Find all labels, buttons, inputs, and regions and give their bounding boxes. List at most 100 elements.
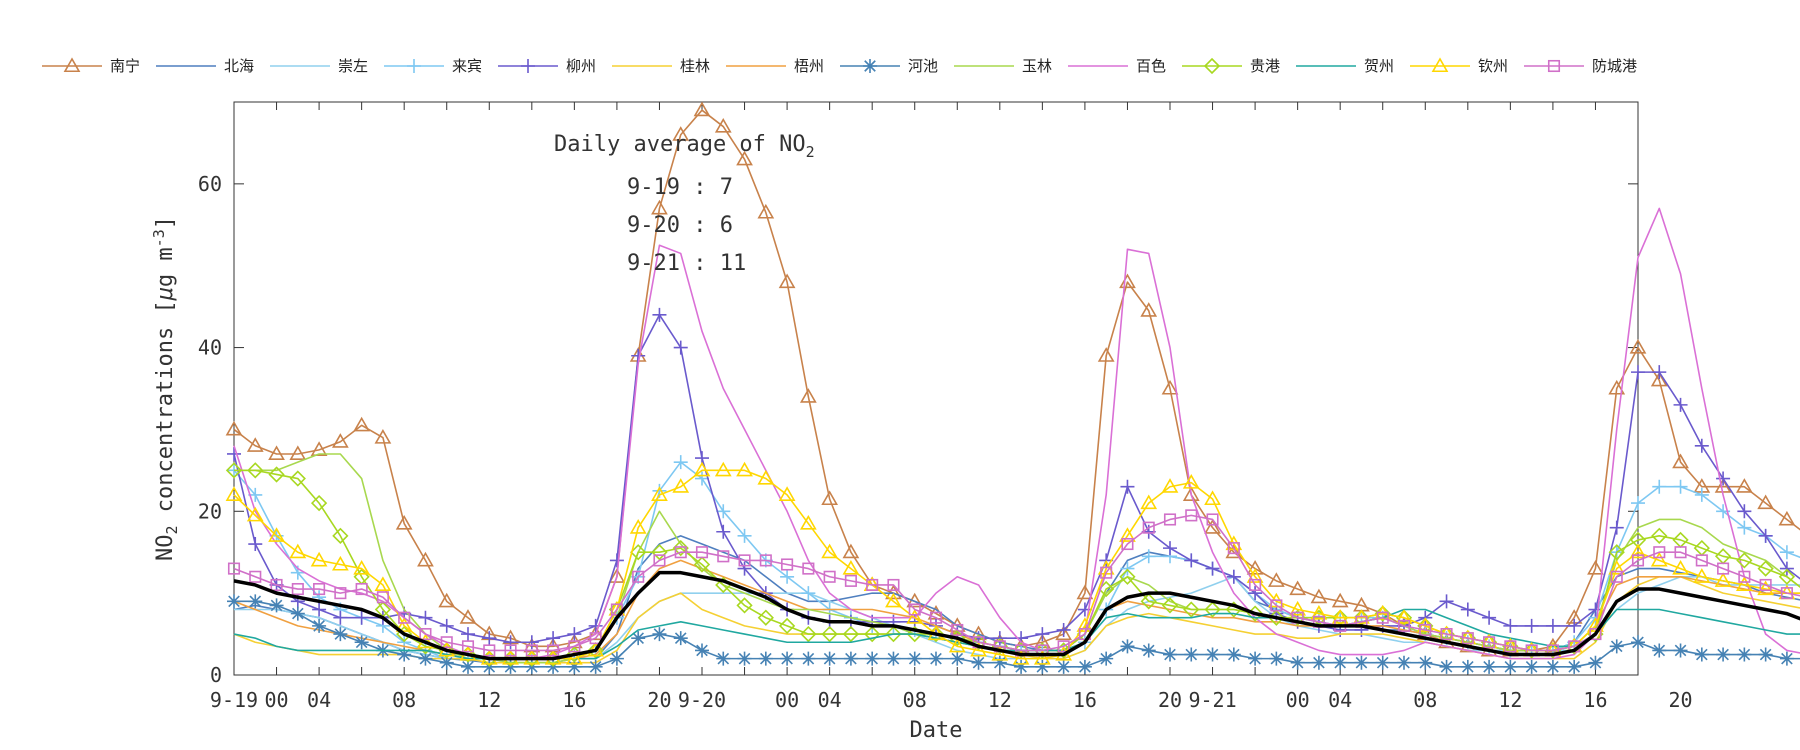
data-point xyxy=(737,651,752,666)
data-point xyxy=(1587,559,1604,575)
data-point xyxy=(395,617,413,632)
data-point xyxy=(781,558,794,571)
data-point xyxy=(1653,546,1666,559)
data-point xyxy=(821,490,839,506)
data-point xyxy=(1246,568,1264,583)
legend-item: 来宾 xyxy=(384,57,482,75)
data-point xyxy=(1119,568,1136,585)
data-point xyxy=(332,527,349,544)
data-point xyxy=(1204,601,1221,618)
data-point xyxy=(1672,559,1689,575)
data-point xyxy=(1716,471,1731,486)
data-point xyxy=(1482,610,1497,625)
data-point xyxy=(1737,647,1752,662)
data-point xyxy=(866,578,879,592)
x-tick-labels: 9-19 00 04 08 12 16 20 9-20 00 04 08 12 16 20 9-21 00 04… xyxy=(210,688,1693,712)
data-point xyxy=(334,587,347,600)
x-tick-label: 08 xyxy=(392,688,416,712)
data-point xyxy=(1694,438,1709,453)
data-point xyxy=(951,623,964,637)
data-point xyxy=(1225,543,1243,559)
data-point xyxy=(1163,647,1177,662)
data-point xyxy=(1267,572,1285,587)
legend-label: 南宁 xyxy=(110,57,140,75)
data-point xyxy=(354,610,369,625)
x-tick-label: 04 xyxy=(307,688,331,712)
data-point xyxy=(886,651,901,666)
data-point xyxy=(1142,521,1155,534)
data-point xyxy=(992,655,1007,670)
series-line xyxy=(233,109,1800,652)
data-point xyxy=(758,651,773,666)
data-point xyxy=(1097,347,1115,362)
data-point xyxy=(1035,627,1050,642)
data-point xyxy=(757,469,775,485)
data-point xyxy=(1161,597,1179,614)
data-point xyxy=(1588,655,1603,670)
data-point xyxy=(1140,593,1157,610)
legend-label: 玉林 xyxy=(1022,57,1052,75)
data-point xyxy=(1652,365,1667,380)
series-南宁 xyxy=(225,101,1800,657)
data-point xyxy=(1226,647,1241,662)
data-point xyxy=(1249,578,1262,592)
data-point xyxy=(312,618,327,633)
data-point xyxy=(1141,643,1156,658)
data-point xyxy=(1227,542,1240,555)
data-point xyxy=(1246,559,1264,575)
data-point xyxy=(1056,622,1071,637)
data-point xyxy=(1631,496,1645,511)
y-tick-label: 60 xyxy=(198,172,222,196)
data-point xyxy=(568,640,581,653)
data-point xyxy=(482,659,497,674)
data-point xyxy=(291,582,304,596)
data-point xyxy=(693,556,711,573)
data-point xyxy=(1608,379,1626,395)
data-point xyxy=(1589,628,1602,641)
data-point xyxy=(1439,594,1454,609)
data-point xyxy=(439,655,454,670)
series-line xyxy=(233,514,1800,652)
data-point xyxy=(1736,552,1753,569)
data-point xyxy=(1567,618,1582,633)
data-point xyxy=(1119,273,1136,289)
series-line xyxy=(233,559,1800,660)
x-tick-label: 12 xyxy=(477,688,501,712)
data-point xyxy=(1567,659,1582,674)
data-point xyxy=(1333,655,1348,670)
data-point xyxy=(418,610,433,625)
data-point xyxy=(268,445,285,461)
data-point xyxy=(227,594,241,609)
series-line xyxy=(233,570,1800,661)
data-point xyxy=(247,462,264,479)
x-tick-label: 00 xyxy=(775,688,799,712)
data-point xyxy=(333,627,348,642)
data-point xyxy=(738,554,751,567)
data-point xyxy=(673,455,688,470)
data-point xyxy=(674,546,687,559)
data-point xyxy=(63,57,81,73)
data-point xyxy=(1503,618,1518,633)
data-point xyxy=(1735,576,1753,592)
data-point xyxy=(225,486,243,501)
data-point xyxy=(1099,651,1114,666)
data-point xyxy=(801,651,816,666)
data-point xyxy=(1290,655,1305,670)
data-point xyxy=(1119,527,1136,542)
legend-item: 南宁 xyxy=(42,57,140,75)
data-point xyxy=(1141,549,1156,564)
plot-area xyxy=(225,101,1800,676)
data-point xyxy=(717,550,730,563)
series-lines xyxy=(225,101,1800,674)
data-point xyxy=(546,659,561,674)
data-point xyxy=(651,199,668,215)
series-防城港 xyxy=(227,509,1800,657)
legend-item: 河池 xyxy=(840,57,938,75)
data-point xyxy=(759,554,772,567)
data-point xyxy=(1375,655,1390,670)
x-tick-label: 08 xyxy=(1413,688,1437,712)
data-point xyxy=(417,551,434,567)
series-柳州 xyxy=(227,307,1800,650)
data-point xyxy=(1629,338,1647,354)
data-point xyxy=(1354,655,1369,670)
